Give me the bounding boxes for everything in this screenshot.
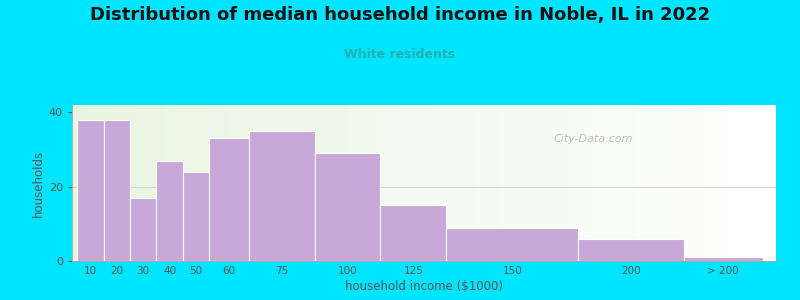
Bar <box>249 131 314 261</box>
Text: City-Data.com: City-Data.com <box>554 134 633 144</box>
Bar <box>314 153 381 261</box>
Bar <box>209 138 249 261</box>
Bar <box>446 228 578 261</box>
Text: White residents: White residents <box>345 48 455 61</box>
Bar <box>578 239 684 261</box>
X-axis label: household income ($1000): household income ($1000) <box>345 280 503 293</box>
Bar <box>182 172 209 261</box>
Bar <box>130 198 156 261</box>
Bar <box>684 257 763 261</box>
Text: Distribution of median household income in Noble, IL in 2022: Distribution of median household income … <box>90 6 710 24</box>
Bar <box>104 120 130 261</box>
Bar <box>156 161 182 261</box>
Y-axis label: households: households <box>32 149 45 217</box>
Bar <box>381 205 446 261</box>
Bar <box>78 120 104 261</box>
